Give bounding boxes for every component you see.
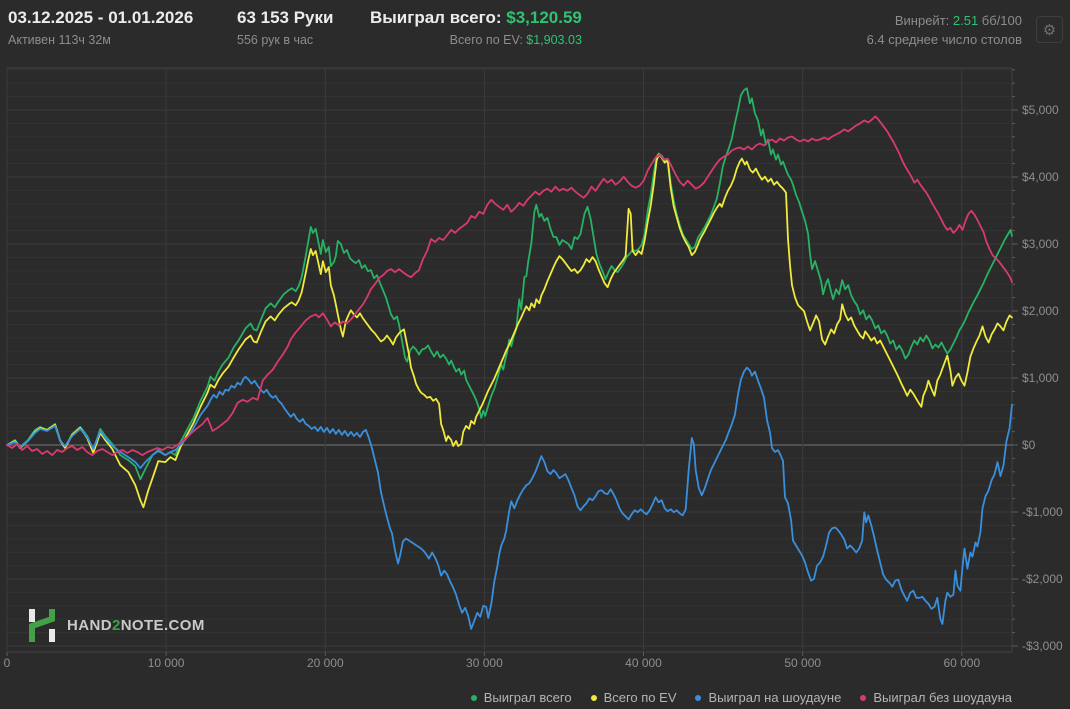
winrate-unit: бб/100 — [978, 13, 1022, 28]
logo-text-right: NOTE.COM — [120, 617, 205, 634]
legend-dot-icon — [860, 694, 867, 701]
hands-total: 63 153 Руки — [237, 8, 334, 27]
y-axis-tick-label: $4,000 — [1022, 170, 1059, 184]
legend-dot-icon — [695, 694, 702, 701]
x-axis-tick-label: 20 000 — [307, 656, 344, 670]
x-axis-tick-label: 50 000 — [784, 656, 821, 670]
won-total-label: Выиграл всего: — [370, 8, 507, 27]
date-range-block: 03.12.2025 - 01.01.2026 Активен 113ч 32м — [8, 8, 193, 47]
hands-per-hour: 556 рук в час — [237, 33, 314, 47]
chart-legend: Выиграл всего Всего по EV Выиграл на шоуда… — [470, 690, 1012, 705]
legend-item-2[interactable]: Выиграл на шоудауне — [695, 690, 841, 705]
legend-label: Выиграл без шоудауна — [873, 690, 1012, 705]
y-axis-tick-label: $5,000 — [1022, 103, 1059, 117]
x-axis-tick-label: 0 — [4, 656, 11, 670]
series-line-0[interactable] — [6, 87, 1013, 481]
winrate-block: Винрейт: 2.51 бб/100 6.4 среднее число с… — [867, 11, 1022, 49]
legend-label: Всего по EV — [603, 690, 677, 705]
series-line-1[interactable] — [6, 153, 1013, 509]
winnings-graph[interactable]: 0 10 000 20 000 30 000 40 000 50 000 60 000 $5,… — [0, 0, 1070, 680]
won-total-value: $3,120.59 — [506, 8, 582, 27]
legend-label: Выиграл всего — [483, 690, 572, 705]
series-line-2[interactable] — [6, 366, 1013, 630]
settings-gear-icon: ⚙ — [1042, 22, 1057, 39]
winrate-label: Винрейт: — [894, 13, 953, 28]
hand2note-logo-icon — [29, 609, 55, 642]
logo-text-accent: 2 — [111, 617, 121, 634]
y-axis-tick-label: $0 — [1022, 438, 1036, 452]
x-axis-tick-label: 40 000 — [625, 656, 662, 670]
logo-text-left: HAND — [67, 617, 112, 634]
legend-item-3[interactable]: Выиграл без шоудауна — [860, 690, 1012, 705]
winrate-value: 2.51 — [952, 13, 979, 28]
legend-item-1[interactable]: Всего по EV — [590, 690, 677, 705]
date-range: 03.12.2025 - 01.01.2026 — [8, 8, 194, 27]
avg-tables: 6.4 среднее число столов — [866, 32, 1022, 47]
y-axis-tick-label: -$1,000 — [1022, 505, 1063, 519]
won-total-line: Выиграл всего: $3,120.59 — [370, 8, 582, 28]
ev-total-line: Всего по EV: $1,903.03 — [370, 33, 582, 47]
settings-button[interactable]: ⚙ — [1036, 16, 1063, 43]
x-axis-tick-label: 30 000 — [466, 656, 503, 670]
legend-label: Выиграл на шоудауне — [708, 690, 842, 705]
y-axis-tick-label: -$2,000 — [1022, 572, 1063, 586]
y-axis-tick-label: $2,000 — [1022, 304, 1059, 318]
ev-total-value: $1,903.03 — [526, 33, 582, 47]
y-axis-tick-label: $3,000 — [1022, 237, 1059, 251]
winrate-line: Винрейт: 2.51 бб/100 — [867, 11, 1022, 30]
legend-dot-icon — [470, 694, 477, 701]
x-axis-tick-label: 60 000 — [943, 656, 980, 670]
ev-total-label: Всего по EV: — [449, 33, 527, 47]
y-axis-tick-label: $1,000 — [1022, 371, 1059, 385]
series-line-3[interactable] — [6, 115, 1013, 457]
active-time: Активен 113ч 32м — [8, 33, 111, 47]
hands-block: 63 153 Руки 556 рук в час — [237, 8, 333, 47]
hand2note-logo: HAND2NOTE.COM — [26, 609, 205, 642]
winnings-block: Выиграл всего: $3,120.59 Всего по EV: $1… — [370, 8, 582, 47]
x-axis-tick-label: 10 000 — [148, 656, 185, 670]
legend-dot-icon — [590, 694, 597, 701]
legend-item-0[interactable]: Выиграл всего — [470, 690, 572, 705]
hand2note-logo-text: HAND2NOTE.COM — [67, 617, 205, 634]
y-axis-tick-label: -$3,000 — [1022, 639, 1063, 653]
